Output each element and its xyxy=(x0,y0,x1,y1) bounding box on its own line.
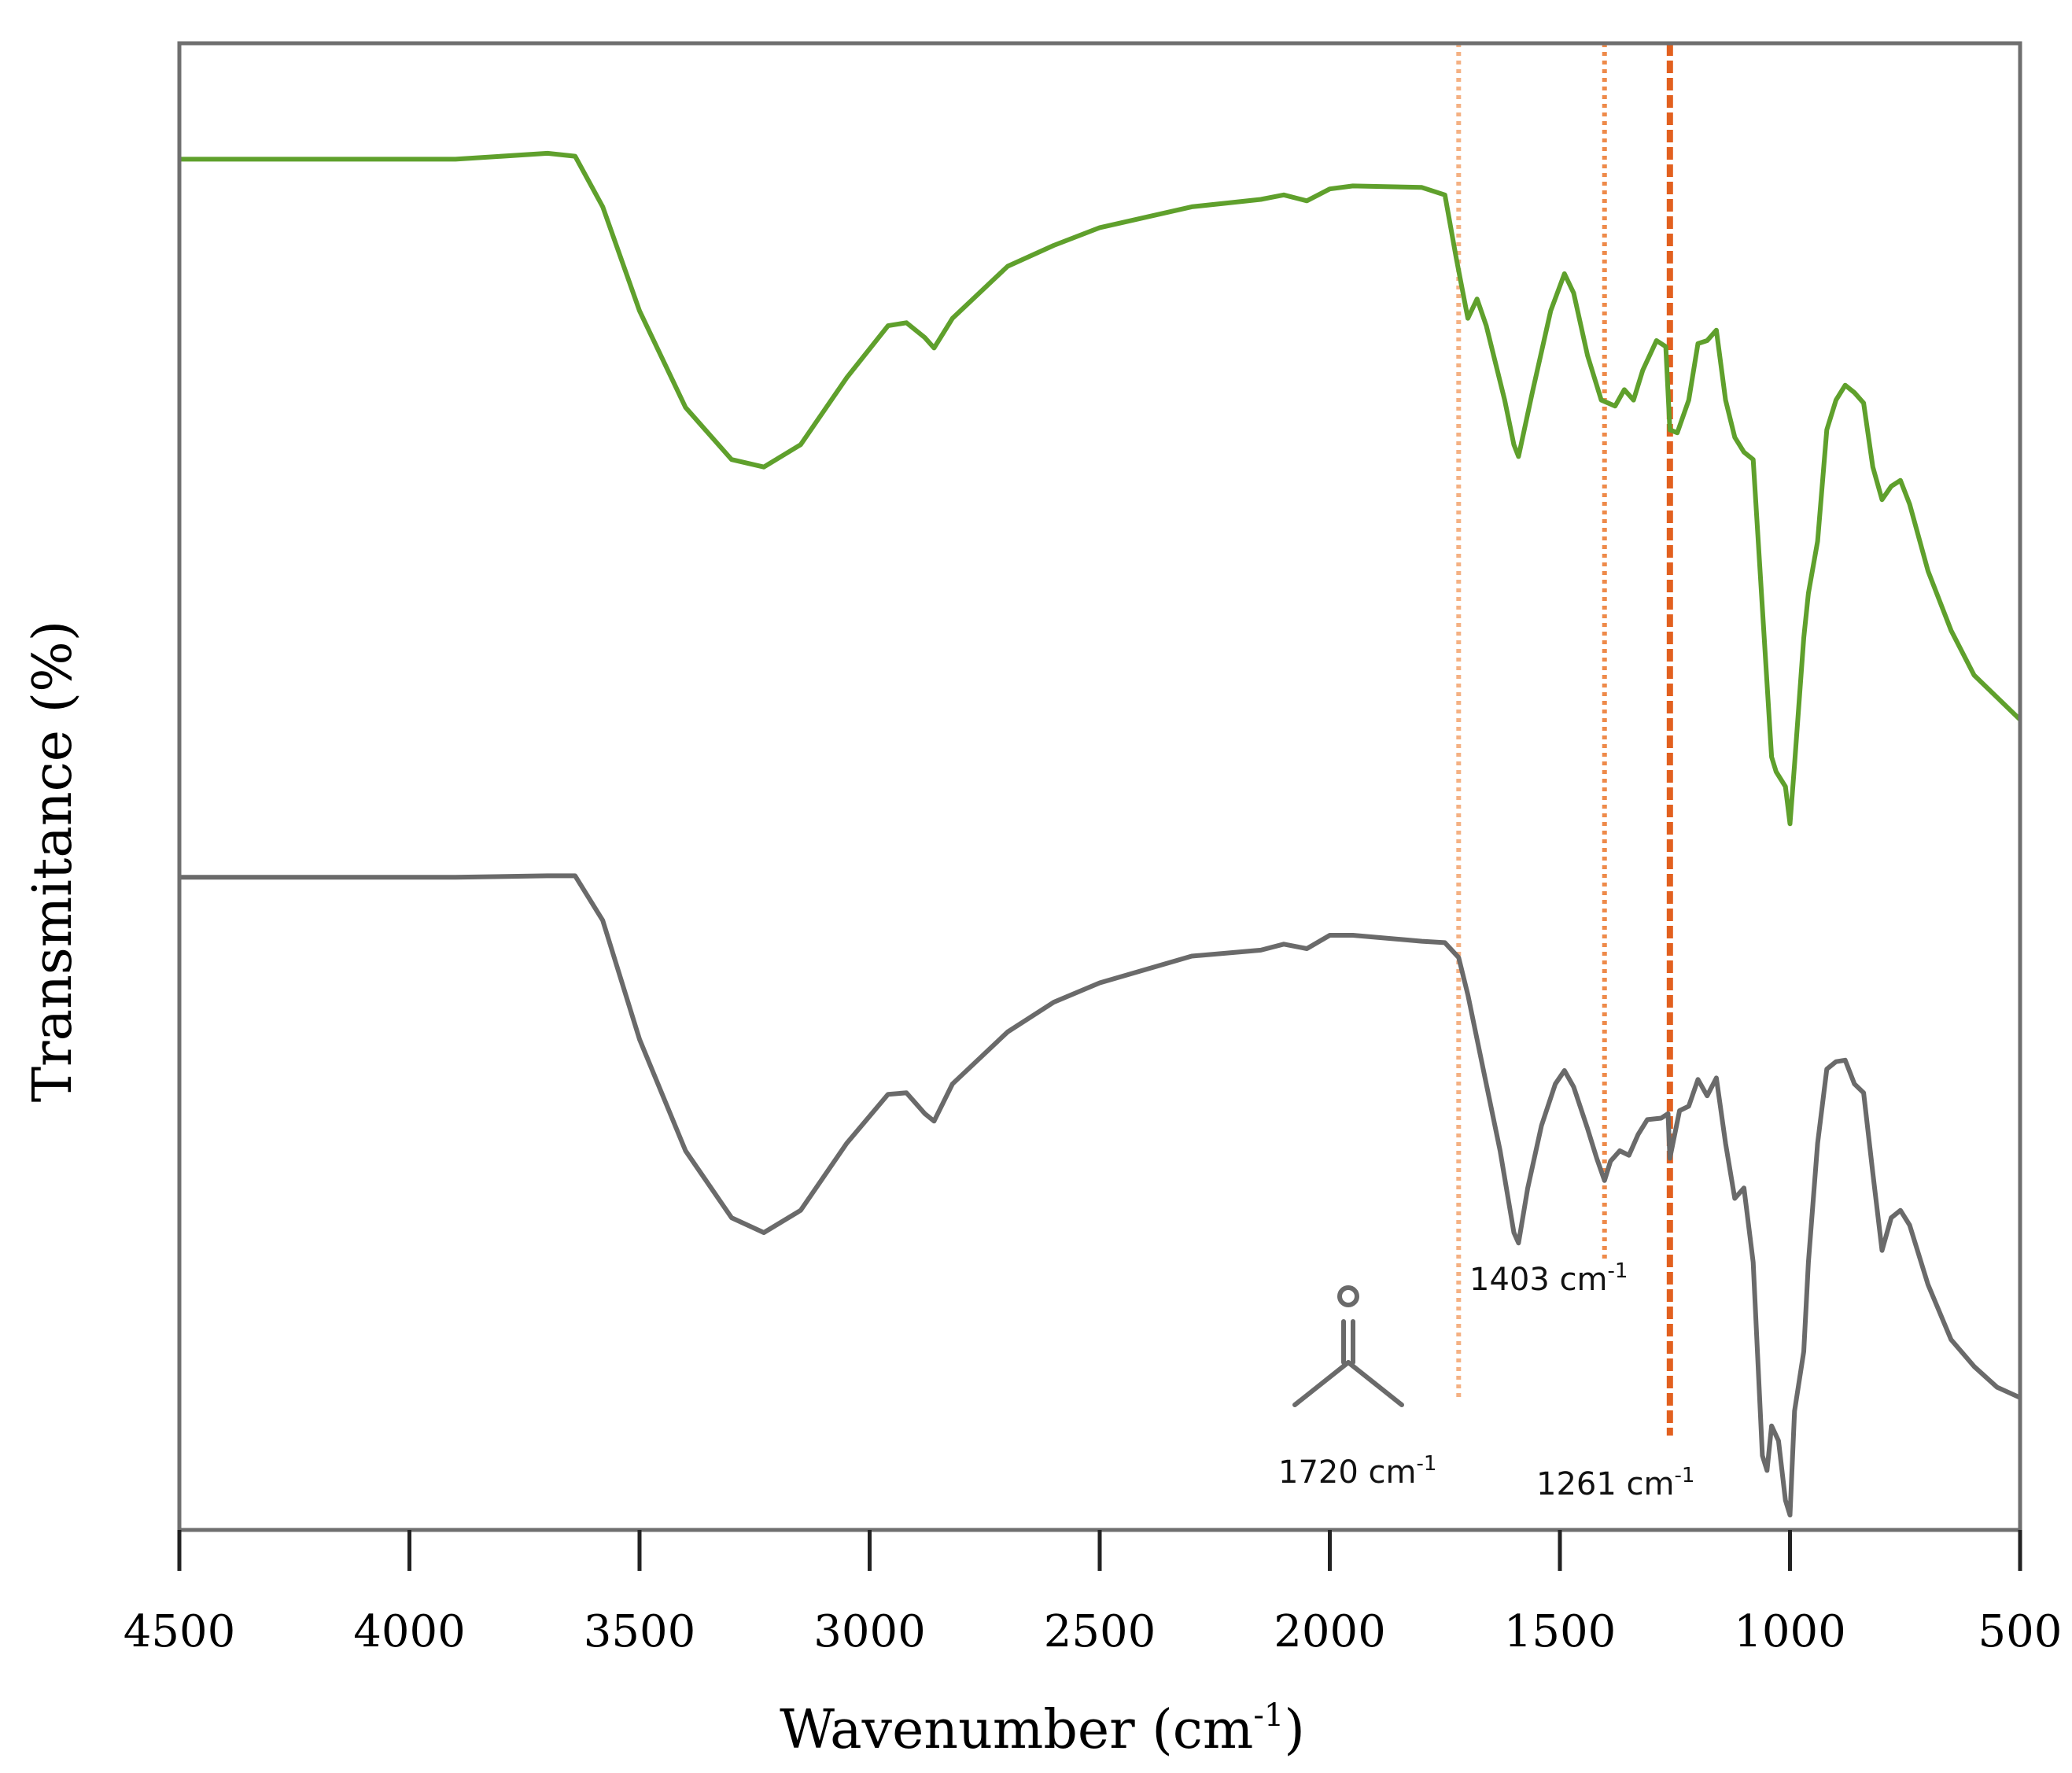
x-tick-label-3500: 3500 xyxy=(584,1606,696,1657)
x-tick-label-4000: 4000 xyxy=(353,1606,466,1657)
label-1720: 1720 cm-1 xyxy=(1278,1452,1436,1491)
reference-lines xyxy=(1456,43,1673,1436)
x-axis-title: Wavenumber (cm-1) xyxy=(780,1697,1305,1761)
x-tick-label-3000: 3000 xyxy=(813,1606,926,1657)
label-1403: 1403 cm-1 xyxy=(1469,1259,1628,1298)
x-tick-label-500: 500 xyxy=(1978,1606,2063,1657)
spectra xyxy=(179,150,2022,1518)
x-axis: 4500 4000 3500 3000 2500 2000 1500 1000 500 xyxy=(124,1530,2063,1657)
x-tick-label-4500: 4500 xyxy=(124,1606,236,1657)
series-line-gray xyxy=(179,873,2022,1518)
label-1261: 1261 cm-1 xyxy=(1536,1464,1694,1502)
x-tick-label-1000: 1000 xyxy=(1734,1606,1846,1657)
x-tick-label-2000: 2000 xyxy=(1274,1606,1386,1657)
series-line-green xyxy=(179,150,2022,827)
y-axis-title: Transmitance (%) xyxy=(22,621,84,1103)
x-tick-label-1500: 1500 xyxy=(1504,1606,1617,1657)
x-tick-label-2500: 2500 xyxy=(1044,1606,1156,1657)
annotations: 1720 cm-1 1403 cm-1 1261 cm-1 xyxy=(1278,1259,1694,1502)
carbonyl-structure-icon xyxy=(1292,1285,1404,1407)
plot-frame xyxy=(177,41,2022,1532)
